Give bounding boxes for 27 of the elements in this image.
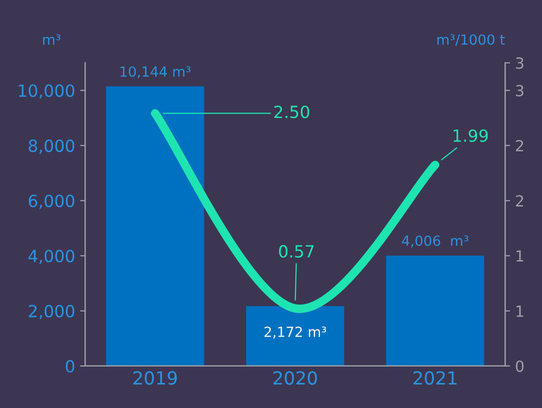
y-tick-label: 4,000 — [28, 250, 74, 264]
y-axis-title: m³ — [43, 34, 60, 45]
y2-tick-label: 2 — [516, 140, 524, 152]
y2-tick-label: 3 — [516, 84, 524, 96]
y2-tick-label: 3 — [516, 57, 524, 69]
x-tick-label: 2019 — [133, 371, 177, 385]
data-label: 10,144 m³ — [120, 66, 190, 78]
y-tick-label: 0 — [66, 360, 74, 373]
y-tick-label: 10,000 — [18, 84, 74, 99]
bar — [106, 86, 204, 366]
data-label: 4,006 m³ — [402, 235, 468, 248]
bar — [386, 256, 484, 366]
y2-tick-label: 1 — [516, 250, 524, 262]
y-tick-label: 6,000 — [28, 194, 74, 209]
y-tick-label: 8,000 — [28, 139, 74, 154]
y2-tick-label: 0 — [516, 360, 524, 372]
y2-tick-label: 1 — [516, 306, 524, 317]
y2-axis-title: m³/1000 t — [437, 34, 505, 46]
y2-tick-label: 2 — [516, 195, 524, 206]
y-tick-label: 2,000 — [28, 304, 74, 320]
x-tick-label: 2021 — [413, 371, 456, 385]
data-label: 1.99 — [454, 129, 488, 142]
data-label: 2,172 m³ — [264, 326, 326, 338]
data-label: 2.50 — [274, 106, 310, 118]
x-tick-label: 2020 — [273, 371, 317, 385]
bar — [246, 306, 344, 366]
data-label: 0.57 — [279, 245, 314, 258]
